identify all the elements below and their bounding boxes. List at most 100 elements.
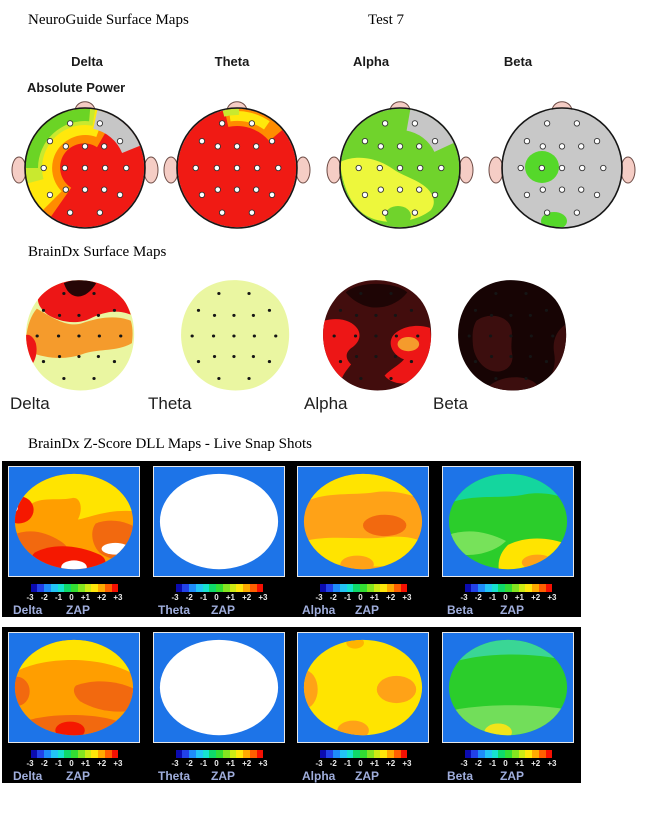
colorbar-segment — [249, 750, 257, 758]
electrode-dot — [62, 143, 69, 150]
colorbar-segment — [98, 584, 105, 592]
scale-tick: -3 — [26, 759, 34, 768]
ng-band-label-theta: Theta — [214, 54, 250, 69]
scale-tick: -3 — [171, 593, 179, 602]
electrode-dot — [92, 376, 96, 381]
scale-tick: +3 — [258, 593, 268, 602]
scale-tick: -1 — [200, 593, 208, 602]
colorbar-segment — [393, 750, 401, 758]
electrode-dot — [409, 360, 414, 364]
electrode-dot — [389, 376, 393, 381]
scale-tick: -1 — [344, 593, 352, 602]
zscore-cell-alpha-1: -3 -2 -1 0 +1 +2 +3 Alpha ZAP — [297, 466, 430, 617]
scale-tick: -1 — [489, 593, 497, 602]
electrode-dot — [233, 186, 241, 193]
scale-tick: -1 — [55, 593, 63, 602]
scale-tick: +3 — [113, 593, 123, 602]
electrode-dot — [473, 308, 478, 312]
electrode-dot — [252, 334, 256, 338]
electrode-dot — [524, 291, 528, 296]
zap-label: ZAP — [355, 603, 379, 617]
scale-tick: +2 — [386, 593, 396, 602]
colorbar-segment — [333, 584, 340, 592]
colorbar-segment — [545, 584, 553, 592]
electrode-dot — [77, 355, 81, 359]
electrode-dot — [253, 143, 260, 150]
absolute-power-label: Absolute Power — [27, 80, 126, 95]
electrode-dot — [198, 137, 206, 145]
zscore-scale-ticks: -3 -2 -1 0 +1 +2 +3 — [316, 593, 412, 602]
bdx-band-label-beta: Beta — [433, 394, 468, 413]
electrode-dot — [232, 355, 236, 359]
zscore-colorbar — [319, 584, 408, 592]
colorbar-segment — [84, 584, 92, 592]
electrode-dot — [416, 143, 423, 150]
colorbar-segment — [511, 750, 519, 758]
electrode-dot — [509, 334, 513, 338]
colorbar-segment — [538, 584, 546, 592]
scale-tick: +2 — [242, 593, 252, 602]
electrode-dot — [374, 334, 378, 338]
electrode-dot — [97, 334, 101, 338]
electrode-dot — [66, 120, 74, 127]
colorbar-segment — [111, 584, 119, 592]
colorbar-segment — [57, 750, 65, 758]
right-ear — [458, 156, 474, 184]
left-ear — [488, 156, 504, 184]
colorbar-segment — [44, 584, 51, 592]
colorbar-segment — [380, 750, 388, 758]
colorbar-segment — [471, 584, 479, 592]
colorbar-segment — [243, 750, 250, 758]
colorbar-segment — [229, 584, 237, 592]
scale-tick: -3 — [26, 593, 34, 602]
colorbar-segment — [30, 750, 38, 758]
colorbar-segment — [353, 750, 361, 758]
electrode-dot — [96, 120, 104, 127]
zscore-map-delta-1 — [8, 466, 140, 577]
scale-tick: +1 — [369, 593, 379, 602]
scale-tick: +1 — [514, 759, 524, 768]
colorbar-segment — [511, 584, 519, 592]
electrode-dot — [374, 313, 378, 317]
zscore-band-label: Beta — [447, 603, 474, 617]
colorbar-segment — [175, 584, 183, 592]
colorbar-segment — [532, 584, 539, 592]
electrode-dot — [62, 376, 66, 381]
zap-label: ZAP — [211, 769, 235, 783]
scale-tick: +1 — [80, 759, 90, 768]
scale-tick: 0 — [214, 593, 219, 602]
electrode-dot — [544, 308, 549, 312]
colorbar-segment — [30, 584, 38, 592]
colorbar-segment — [77, 750, 85, 758]
scale-tick: +2 — [531, 593, 541, 602]
colorbar-segment — [222, 584, 230, 592]
electrode-dot — [77, 334, 81, 338]
zscore-scale-ticks: -3 -2 -1 0 +1 +2 +3 — [27, 759, 123, 768]
colorbar-segment — [498, 750, 506, 758]
zap-label: ZAP — [355, 769, 379, 783]
colorbar-segment — [64, 584, 72, 592]
colorbar-segment — [229, 750, 237, 758]
colorbar-segment — [98, 750, 105, 758]
electrode-dot — [57, 313, 62, 317]
electrode-dot — [81, 164, 89, 172]
right-ear — [143, 156, 159, 184]
zscore-map-beta-2 — [442, 632, 574, 743]
colorbar-segment — [498, 584, 506, 592]
test-label: Test 7 — [368, 12, 405, 28]
colorbar-segment — [505, 584, 512, 592]
scale-tick: -2 — [185, 593, 193, 602]
right-ear — [295, 156, 311, 184]
zscore-title: BrainDx Z-Score DLL Maps - Live Snap Sho… — [28, 436, 312, 452]
colorbar-segment — [104, 750, 112, 758]
scale-tick: 0 — [69, 759, 74, 768]
electrode-dot — [218, 120, 226, 127]
bdx-band-label-delta: Delta — [10, 394, 50, 413]
electrode-dot — [102, 164, 109, 172]
colorbar-segment — [538, 750, 546, 758]
electrode-dot — [361, 191, 369, 199]
electrode-dot — [354, 355, 359, 359]
colorbar-segment — [249, 584, 257, 592]
zscore-scale-ticks: -3 -2 -1 0 +1 +2 +3 — [172, 759, 268, 768]
scale-tick: -1 — [344, 759, 352, 768]
